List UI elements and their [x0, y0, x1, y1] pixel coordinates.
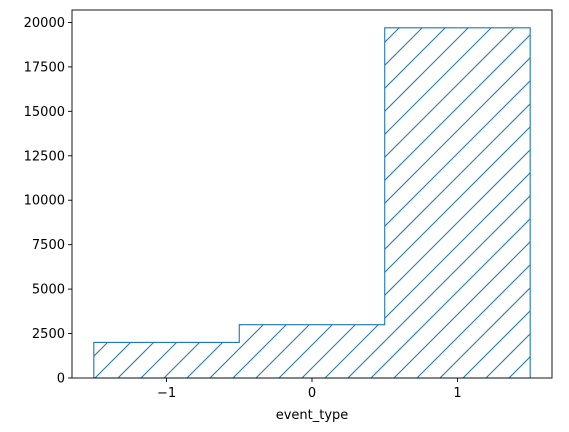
y-tick-label: 7500: [32, 238, 65, 253]
histogram-bar-1: [239, 325, 384, 378]
x-axis-label: event_type: [276, 408, 349, 423]
y-axis: 0 2500 5000 7500 10000 12500 15000 17500 20000: [24, 16, 72, 387]
x-tick-label: −1: [157, 386, 176, 401]
x-tick-label: 1: [453, 386, 461, 401]
y-tick-label: 17500: [24, 60, 65, 75]
y-tick-label: 20000: [24, 16, 65, 31]
y-tick-label: 5000: [32, 283, 65, 298]
histogram-step-outline: [93, 27, 531, 379]
y-tick-label: 0: [57, 372, 65, 387]
plot-frame: [71, 9, 553, 379]
y-tick-label: 2500: [32, 327, 65, 342]
y-tick-label: 12500: [24, 149, 65, 164]
y-tick-label: 10000: [24, 194, 65, 209]
x-tick-label: 0: [308, 386, 316, 401]
y-tick-label: 15000: [24, 105, 65, 120]
histogram-hatch-fill: [93, 27, 531, 379]
x-axis: −1 0 1: [157, 378, 462, 401]
